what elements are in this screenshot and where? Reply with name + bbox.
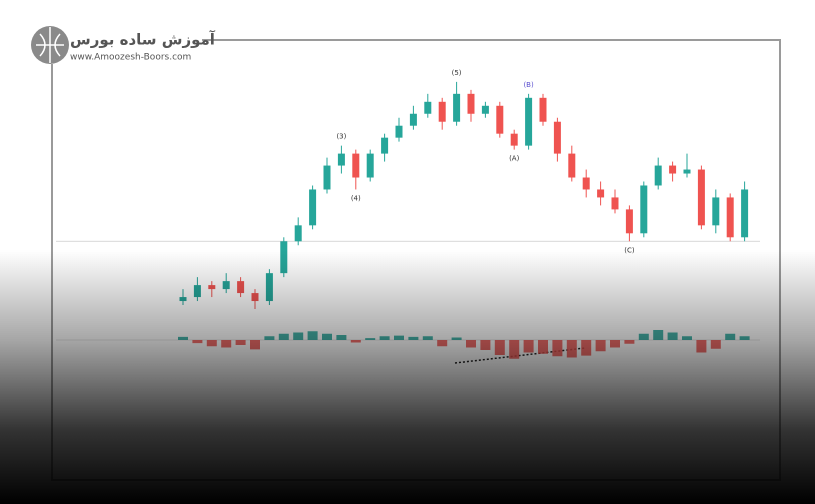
wave-label: (C): [624, 246, 635, 254]
histogram-bar: [595, 340, 606, 352]
candle-body: [611, 197, 619, 210]
candle-body: [265, 273, 273, 302]
candle-body: [712, 197, 720, 226]
candle-body: [381, 137, 389, 154]
histogram-bar: [206, 340, 217, 347]
url: www.Amoozesh-Boors.com: [70, 53, 191, 63]
histogram-bar: [221, 340, 232, 348]
histogram-bar: [725, 333, 736, 340]
candle-body: [208, 285, 216, 290]
candle-body: [597, 189, 605, 198]
candle-body: [438, 101, 446, 122]
candle-body: [323, 165, 331, 190]
histogram-bar: [538, 340, 548, 354]
candle-body: [553, 121, 561, 154]
candle-body: [352, 153, 360, 178]
candle-body: [280, 241, 288, 274]
candle-body: [366, 153, 374, 178]
histogram-bar: [480, 340, 491, 350]
histogram-bar: [379, 336, 390, 340]
candle-body: [237, 281, 245, 294]
candle-body: [741, 189, 749, 238]
candle-body: [654, 165, 662, 186]
histogram-bar: [336, 335, 347, 340]
histogram-bar: [394, 335, 404, 340]
histogram-bar: [552, 340, 563, 357]
histogram-bar: [451, 337, 462, 340]
histogram-bar: [350, 340, 361, 343]
wave-label: (A): [509, 155, 520, 163]
candle-body: [467, 93, 475, 114]
histogram-bar: [437, 340, 448, 347]
histogram-bar: [624, 340, 635, 344]
brand: آموزش ساده بورس: [70, 31, 216, 49]
histogram-bar: [365, 338, 376, 340]
histogram-bar: [638, 333, 649, 340]
candle-body: [640, 185, 648, 234]
candle-body: [294, 225, 302, 242]
frame: [51, 39, 781, 481]
histogram-bar: [264, 336, 275, 340]
wave-label: (3): [336, 133, 346, 141]
wave-label: (5): [452, 69, 462, 77]
candle-body: [193, 285, 201, 298]
histogram-bar: [408, 336, 419, 340]
candle-body: [539, 97, 547, 122]
candle-body: [510, 133, 518, 146]
candle-body: [568, 153, 576, 178]
histogram-bar: [682, 336, 692, 340]
histogram-bar: [653, 330, 664, 340]
histogram-bar: [235, 340, 246, 345]
candle-body: [222, 281, 230, 290]
histogram-bar: [307, 331, 318, 340]
histogram-bar: [322, 333, 332, 340]
candle-body: [496, 105, 504, 134]
candle-body: [525, 97, 533, 146]
candle-body: [309, 189, 317, 226]
candle-body: [409, 113, 417, 126]
candle-body: [424, 101, 432, 114]
candle-body: [697, 169, 705, 226]
candle-body: [251, 293, 259, 302]
divergence-line: [454, 347, 586, 364]
histogram-bar: [667, 332, 678, 340]
histogram-bar: [422, 336, 433, 340]
candle-body: [683, 169, 691, 174]
histogram-bar: [523, 340, 534, 353]
candle-body: [481, 105, 489, 114]
histogram-bar: [509, 340, 520, 359]
candle-body: [453, 93, 461, 122]
histogram-bar: [739, 336, 750, 340]
histogram-bar: [278, 333, 289, 340]
candle-body: [726, 197, 734, 238]
histogram-bar: [293, 332, 304, 340]
wave-label: (4): [351, 194, 361, 202]
histogram-bar: [610, 340, 620, 348]
histogram-bar: [178, 336, 188, 340]
candle-body: [582, 177, 590, 190]
candle-body: [179, 297, 187, 302]
histogram-bar: [250, 340, 260, 350]
histogram-bar: [710, 340, 721, 349]
histogram-bar: [494, 340, 505, 355]
histogram-bar: [192, 340, 203, 344]
candle-body: [337, 153, 345, 166]
histogram-bar: [566, 340, 577, 358]
histogram-bar: [581, 340, 592, 356]
candle-body: [395, 125, 403, 138]
histogram-bar: [696, 340, 707, 353]
histogram-bar: [466, 340, 476, 348]
candle-body: [625, 209, 633, 234]
candle-body: [669, 165, 677, 174]
wave-label: (B): [523, 81, 534, 89]
